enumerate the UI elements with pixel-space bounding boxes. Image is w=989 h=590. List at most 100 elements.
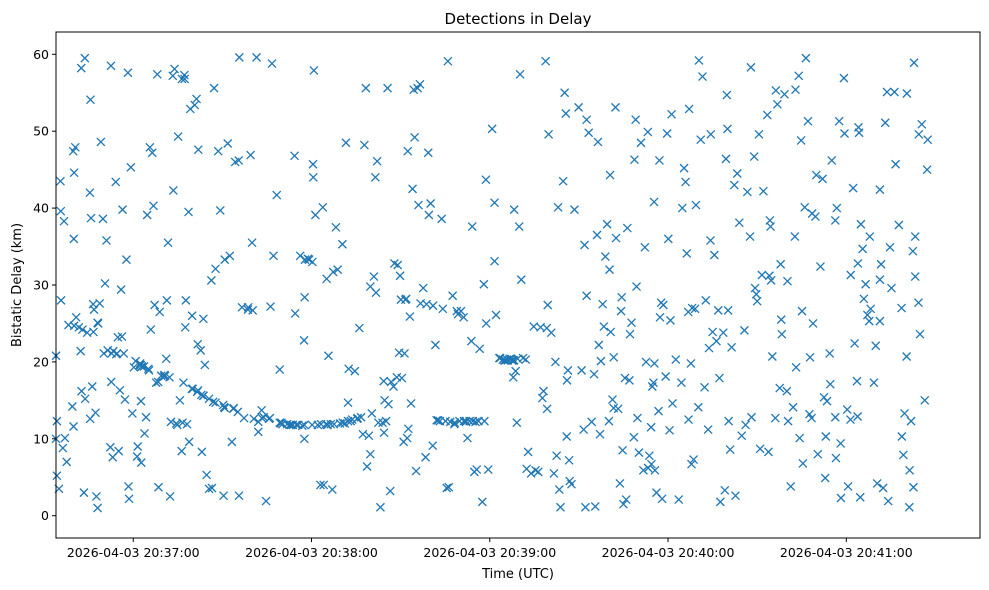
data-point: [649, 378, 658, 388]
data-point: [86, 95, 95, 105]
data-point: [762, 110, 772, 120]
data-point: [654, 155, 664, 165]
data-point: [668, 398, 677, 408]
data-point: [853, 412, 863, 421]
data-point: [322, 274, 332, 284]
data-point: [353, 413, 363, 423]
data-point: [179, 70, 189, 80]
data-point: [550, 357, 560, 367]
data-point: [515, 69, 525, 79]
data-point: [721, 154, 731, 164]
data-point: [177, 446, 187, 456]
data-point: [878, 483, 888, 493]
data-point: [190, 100, 200, 110]
data-point: [646, 459, 656, 469]
data-point: [424, 210, 434, 220]
data-point: [208, 397, 218, 407]
data-point: [117, 332, 127, 341]
data-point: [265, 413, 275, 423]
data-point: [373, 418, 383, 428]
data-point: [70, 142, 80, 152]
data-point: [472, 465, 482, 475]
data-point: [285, 420, 294, 430]
data-point: [885, 242, 895, 252]
data-point: [243, 302, 253, 312]
data-point: [204, 394, 214, 404]
data-point: [803, 116, 813, 126]
data-point: [862, 310, 872, 320]
data-point: [832, 203, 842, 213]
data-point: [897, 303, 907, 313]
data-point: [193, 145, 203, 155]
data-point: [338, 418, 348, 428]
data-point: [684, 104, 694, 114]
data-point: [665, 315, 675, 325]
data-point: [430, 340, 440, 350]
data-point: [381, 416, 391, 426]
data-point: [307, 257, 317, 267]
data-point: [418, 283, 428, 293]
data-point: [354, 323, 364, 333]
data-point: [80, 53, 90, 63]
data-point: [757, 270, 767, 280]
data-point: [356, 412, 366, 422]
data-point: [661, 372, 671, 381]
data-point: [184, 437, 194, 447]
data-point: [861, 279, 871, 289]
data-point: [483, 465, 493, 475]
data-point: [677, 203, 687, 213]
data-point: [523, 447, 533, 457]
data-point: [59, 216, 69, 226]
data-point: [456, 306, 466, 316]
data-point: [121, 255, 131, 265]
data-point: [129, 362, 139, 372]
data-point: [299, 335, 309, 345]
data-point: [783, 416, 793, 426]
data-point: [727, 342, 737, 352]
data-point: [58, 443, 68, 453]
data-point: [825, 348, 835, 358]
data-point: [909, 58, 919, 68]
data-point: [161, 354, 171, 364]
data-point: [720, 485, 730, 495]
data-point: [546, 328, 556, 338]
data-point: [776, 259, 786, 269]
data-point: [77, 325, 87, 335]
data-point: [567, 479, 576, 489]
data-point: [800, 202, 810, 212]
x-axis: 2026-04-03 20:37:00 2026-04-03 20:38:00 20…: [67, 538, 913, 560]
data-point: [326, 419, 336, 429]
data-point: [839, 73, 849, 83]
data-point: [475, 344, 485, 354]
data-point: [106, 61, 116, 71]
data-point: [589, 369, 599, 379]
data-point: [554, 485, 564, 495]
data-point: [300, 292, 310, 302]
data-point: [872, 478, 882, 488]
data-point: [807, 413, 817, 423]
data-point: [395, 271, 405, 281]
data-point: [361, 83, 371, 93]
data-point: [56, 206, 66, 216]
data-point: [786, 482, 796, 491]
data-point: [658, 300, 668, 310]
data-point: [402, 433, 412, 443]
data-point: [127, 408, 137, 418]
data-point: [223, 139, 233, 148]
data-point: [204, 484, 214, 494]
data-point: [308, 172, 318, 182]
data-point: [562, 375, 572, 385]
data-point: [219, 491, 229, 501]
data-point: [718, 328, 728, 338]
data-point: [152, 69, 162, 79]
data-point: [337, 239, 347, 249]
data-point: [852, 376, 862, 386]
data-point: [604, 416, 614, 426]
data-point: [671, 355, 681, 365]
data-point: [509, 205, 519, 215]
y-tick-label: 50: [33, 124, 49, 139]
data-point: [444, 482, 454, 492]
data-point: [714, 373, 724, 383]
data-point: [309, 65, 319, 75]
data-point: [106, 377, 116, 387]
